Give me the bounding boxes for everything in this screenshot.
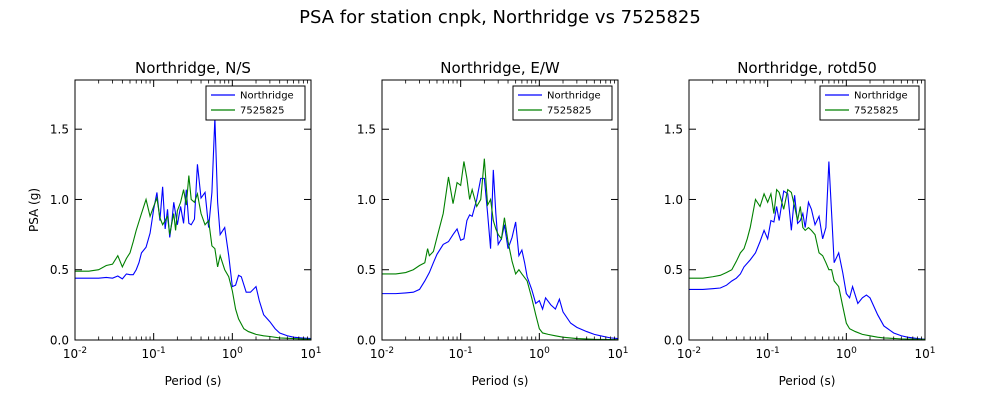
- subplot-title: Northridge, N/S: [135, 59, 251, 77]
- legend-label: 7525825: [547, 106, 592, 117]
- y-axis-label: PSA (g): [27, 188, 41, 232]
- x-tick-label: 100: [529, 346, 550, 361]
- figure-suptitle: PSA for station cnpk, Northridge vs 7525…: [299, 7, 701, 28]
- y-tick-label: 1.0: [50, 193, 69, 207]
- y-tick-label: 0.5: [664, 263, 683, 277]
- x-axis-label: Period (s): [472, 374, 529, 388]
- axes-frame: [381, 79, 619, 341]
- y-tick-label: 0.5: [50, 263, 69, 277]
- axes-frame: [688, 79, 926, 341]
- legend-box: [205, 85, 306, 121]
- x-tick-label: 10-1: [449, 346, 473, 361]
- series-line-northridge: [689, 161, 925, 340]
- legend-label: Northridge: [854, 91, 908, 102]
- x-tick-label: 10-2: [370, 346, 394, 361]
- legend-label: 7525825: [240, 106, 285, 117]
- x-tick-label: 101: [914, 346, 935, 361]
- series-line-7525825: [382, 158, 618, 340]
- x-axis-label: Period (s): [165, 374, 222, 388]
- x-axis-label: Period (s): [779, 374, 836, 388]
- subplot-title: Northridge, rotd50: [737, 59, 877, 77]
- subplot-title: Northridge, E/W: [440, 59, 560, 77]
- legend-box: [512, 85, 613, 121]
- subplot-3: Northridge, rotd50 10-2 10-1 100 101 0.0 0.5 1.…: [664, 59, 936, 388]
- series-line-7525825: [75, 175, 311, 340]
- legend-label: Northridge: [547, 91, 601, 102]
- x-tick-label: 10-2: [63, 346, 87, 361]
- legend-label: Northridge: [240, 91, 294, 102]
- legend: Northridge 7525825: [819, 85, 920, 121]
- y-tick-label: 1.5: [664, 123, 683, 137]
- y-tick-label: 1.0: [357, 193, 376, 207]
- legend-label: 7525825: [854, 106, 899, 117]
- x-tick-label: 10-2: [677, 346, 701, 361]
- y-tick-label: 1.5: [357, 123, 376, 137]
- series-line-northridge: [382, 169, 618, 340]
- y-tick-label: 0.0: [50, 334, 69, 348]
- x-tick-label: 100: [836, 346, 857, 361]
- y-tick-label: 0.5: [357, 263, 376, 277]
- legend: Northridge 7525825: [205, 85, 306, 121]
- axes-frame: [74, 79, 312, 341]
- series-line-7525825: [689, 188, 925, 340]
- x-tick-label: 10-1: [756, 346, 780, 361]
- x-tick-label: 101: [300, 346, 321, 361]
- subplot-1: Northridge, N/S 10-2 10-1 100 101 0.0 0.5 1.0 1.…: [27, 59, 322, 388]
- y-tick-label: 0.0: [664, 334, 683, 348]
- series-line-northridge: [75, 117, 311, 340]
- x-tick-label: 10-1: [142, 346, 166, 361]
- legend-box: [819, 85, 920, 121]
- x-tick-label: 101: [607, 346, 628, 361]
- subplot-2: Northridge, E/W 10-2 10-1 100 101 0.0 0.5 1.0 1.…: [357, 59, 629, 388]
- y-tick-label: 1.5: [50, 123, 69, 137]
- x-tick-label: 100: [222, 346, 243, 361]
- subplot-panels: Northridge, N/S 10-2 10-1 100 101 0.0 0.5 1.0 1.…: [27, 59, 936, 388]
- y-tick-label: 0.0: [357, 334, 376, 348]
- y-tick-label: 1.0: [664, 193, 683, 207]
- legend: Northridge 7525825: [512, 85, 613, 121]
